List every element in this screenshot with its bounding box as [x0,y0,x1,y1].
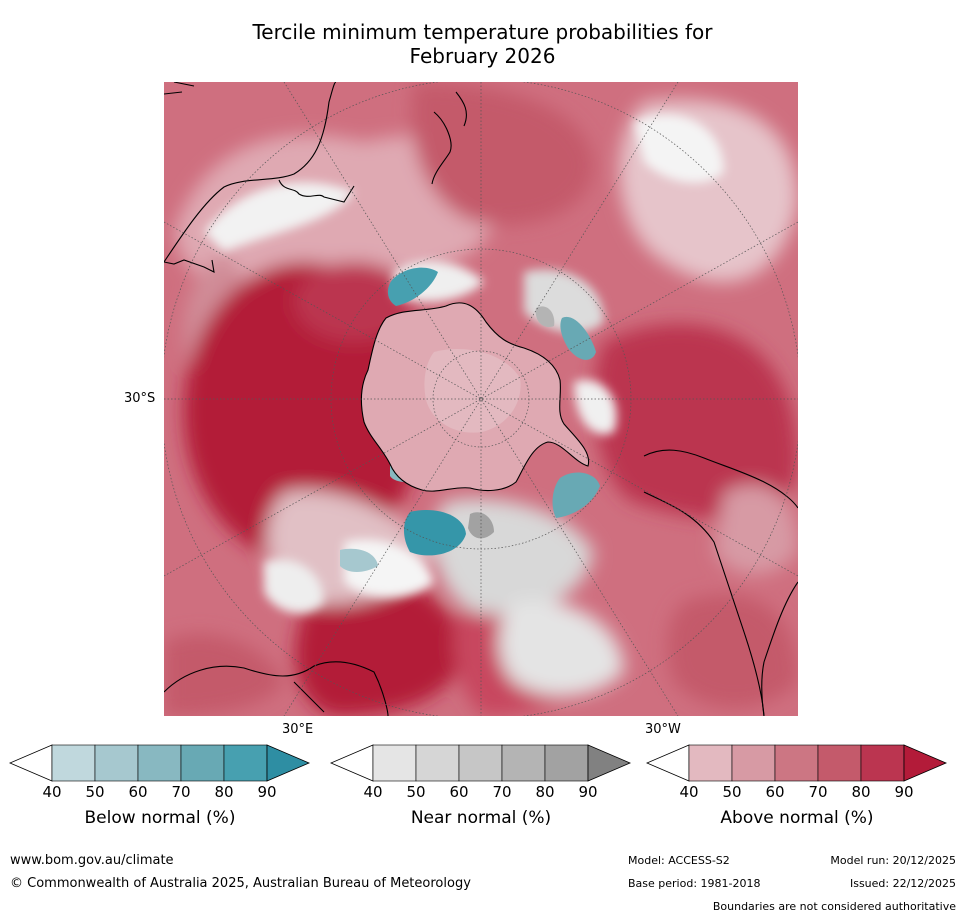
colorbar-low-extend [8,744,53,782]
colorbar-high-extend [266,744,311,782]
colorbar-tick-label: 70 [808,783,828,801]
title-line-2: February 2026 [409,44,556,68]
colorbar-box [501,744,546,782]
colorbar-above-normal [645,744,948,782]
footer-copyright: © Commonwealth of Australia 2025, Austra… [10,876,471,891]
colorbar-box [860,744,905,782]
colorbar-box [731,744,776,782]
colorbar-tick-label: 60 [449,783,469,801]
colorbar-box [544,744,589,782]
title-line-1: Tercile minimum temperature probabilitie… [252,20,713,44]
colorbar-label-near: Near normal (%) [410,808,552,828]
colorbar-tick-label: 40 [363,783,383,801]
colorbar-tick-label: 40 [42,783,62,801]
colorbar-tick-label: 60 [128,783,148,801]
colorbar-box [137,744,182,782]
footer-base-period: Base period: 1981-2018 [628,877,761,890]
colorbar-tick-label: 90 [257,783,277,801]
colorbar-label-above: Above normal (%) [720,808,874,828]
footer-model-run: Model run: 20/12/2025 [830,854,956,867]
colorbar-tick-label: 90 [894,783,914,801]
colorbar-below-normal [8,744,311,782]
chart-title: Tercile minimum temperature probabilitie… [0,20,965,68]
graticule [164,82,798,716]
footer-model: Model: ACCESS-S2 [628,854,730,867]
colorbar-box [817,744,862,782]
colorbar-box [372,744,417,782]
colorbar-tick-label: 80 [851,783,871,801]
colorbar-box [180,744,225,782]
colorbar-high-extend [903,744,948,782]
colorbar-tick-label: 70 [492,783,512,801]
colorbar-tick-label: 50 [406,783,426,801]
footer-disclaimer: Boundaries are not considered authoritat… [712,900,956,913]
colorbar-low-extend [645,744,690,782]
lat-label-30s: 30°S [124,391,156,406]
colorbar-tick-label: 40 [679,783,699,801]
colorbar-low-extend [329,744,374,782]
colorbar-tick-label: 50 [722,783,742,801]
colorbar-tick-label: 80 [214,783,234,801]
colorbar-box [223,744,268,782]
colorbar-tick-label: 50 [85,783,105,801]
near-normal-patches [468,306,555,539]
colorbar-tick-label: 90 [578,783,598,801]
lon-label-30w: 30°W [645,722,681,737]
colorbar-high-extend [587,744,632,782]
probability-map [164,82,798,716]
colorbar-box [94,744,139,782]
colorbar-box [458,744,503,782]
lon-label-30e: 30°E [282,722,314,737]
footer-issued: Issued: 22/12/2025 [849,877,956,890]
footer-website: www.bom.gov.au/climate [10,853,174,868]
colorbar-box [774,744,819,782]
colorbar-tick-label: 70 [171,783,191,801]
colorbar-box [688,744,733,782]
colorbar-label-below: Below normal (%) [84,808,236,828]
colorbar-near-normal [329,744,632,782]
colorbar-box [415,744,460,782]
antarctica [360,302,590,492]
coastlines [164,82,798,716]
below-normal-patches [340,267,600,572]
colorbar-tick-label: 60 [765,783,785,801]
colorbar-box [51,744,96,782]
colorbar-tick-label: 80 [535,783,555,801]
